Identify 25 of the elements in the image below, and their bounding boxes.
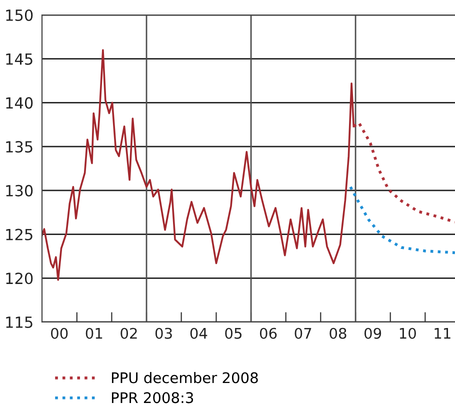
x-tick-label: 11 [434,328,450,339]
y-tick-label: 120 [6,272,33,284]
y-tick-label: 115 [6,316,32,328]
x-tick-label: 06 [260,328,277,339]
y-tick-label: 125 [6,228,32,240]
x-tick-label: 08 [330,328,346,339]
y-tick-label: 135 [6,141,32,153]
x-tick-label: 05 [225,328,242,339]
x-tick-label: 03 [155,328,172,339]
x-tick-label: 01 [86,328,102,339]
legend-label: PPR 2008:3 [112,392,194,404]
legend-label: PPU december 2008 [112,372,258,384]
x-tick-label: 10 [400,328,416,339]
x-tick-label: 09 [364,328,382,339]
x-tick-label: 07 [294,328,312,339]
line-series [42,49,355,281]
y-tick-label: 130 [6,184,33,196]
x-tick-label: 04 [190,328,208,339]
line-series [352,122,455,224]
x-tick-label: 00 [51,328,68,339]
line-series [349,186,455,254]
y-tick-label: 145 [6,54,32,65]
y-tick-label: 150 [6,9,33,22]
y-tick-label: 140 [6,97,33,109]
x-tick-label: 02 [120,328,137,339]
